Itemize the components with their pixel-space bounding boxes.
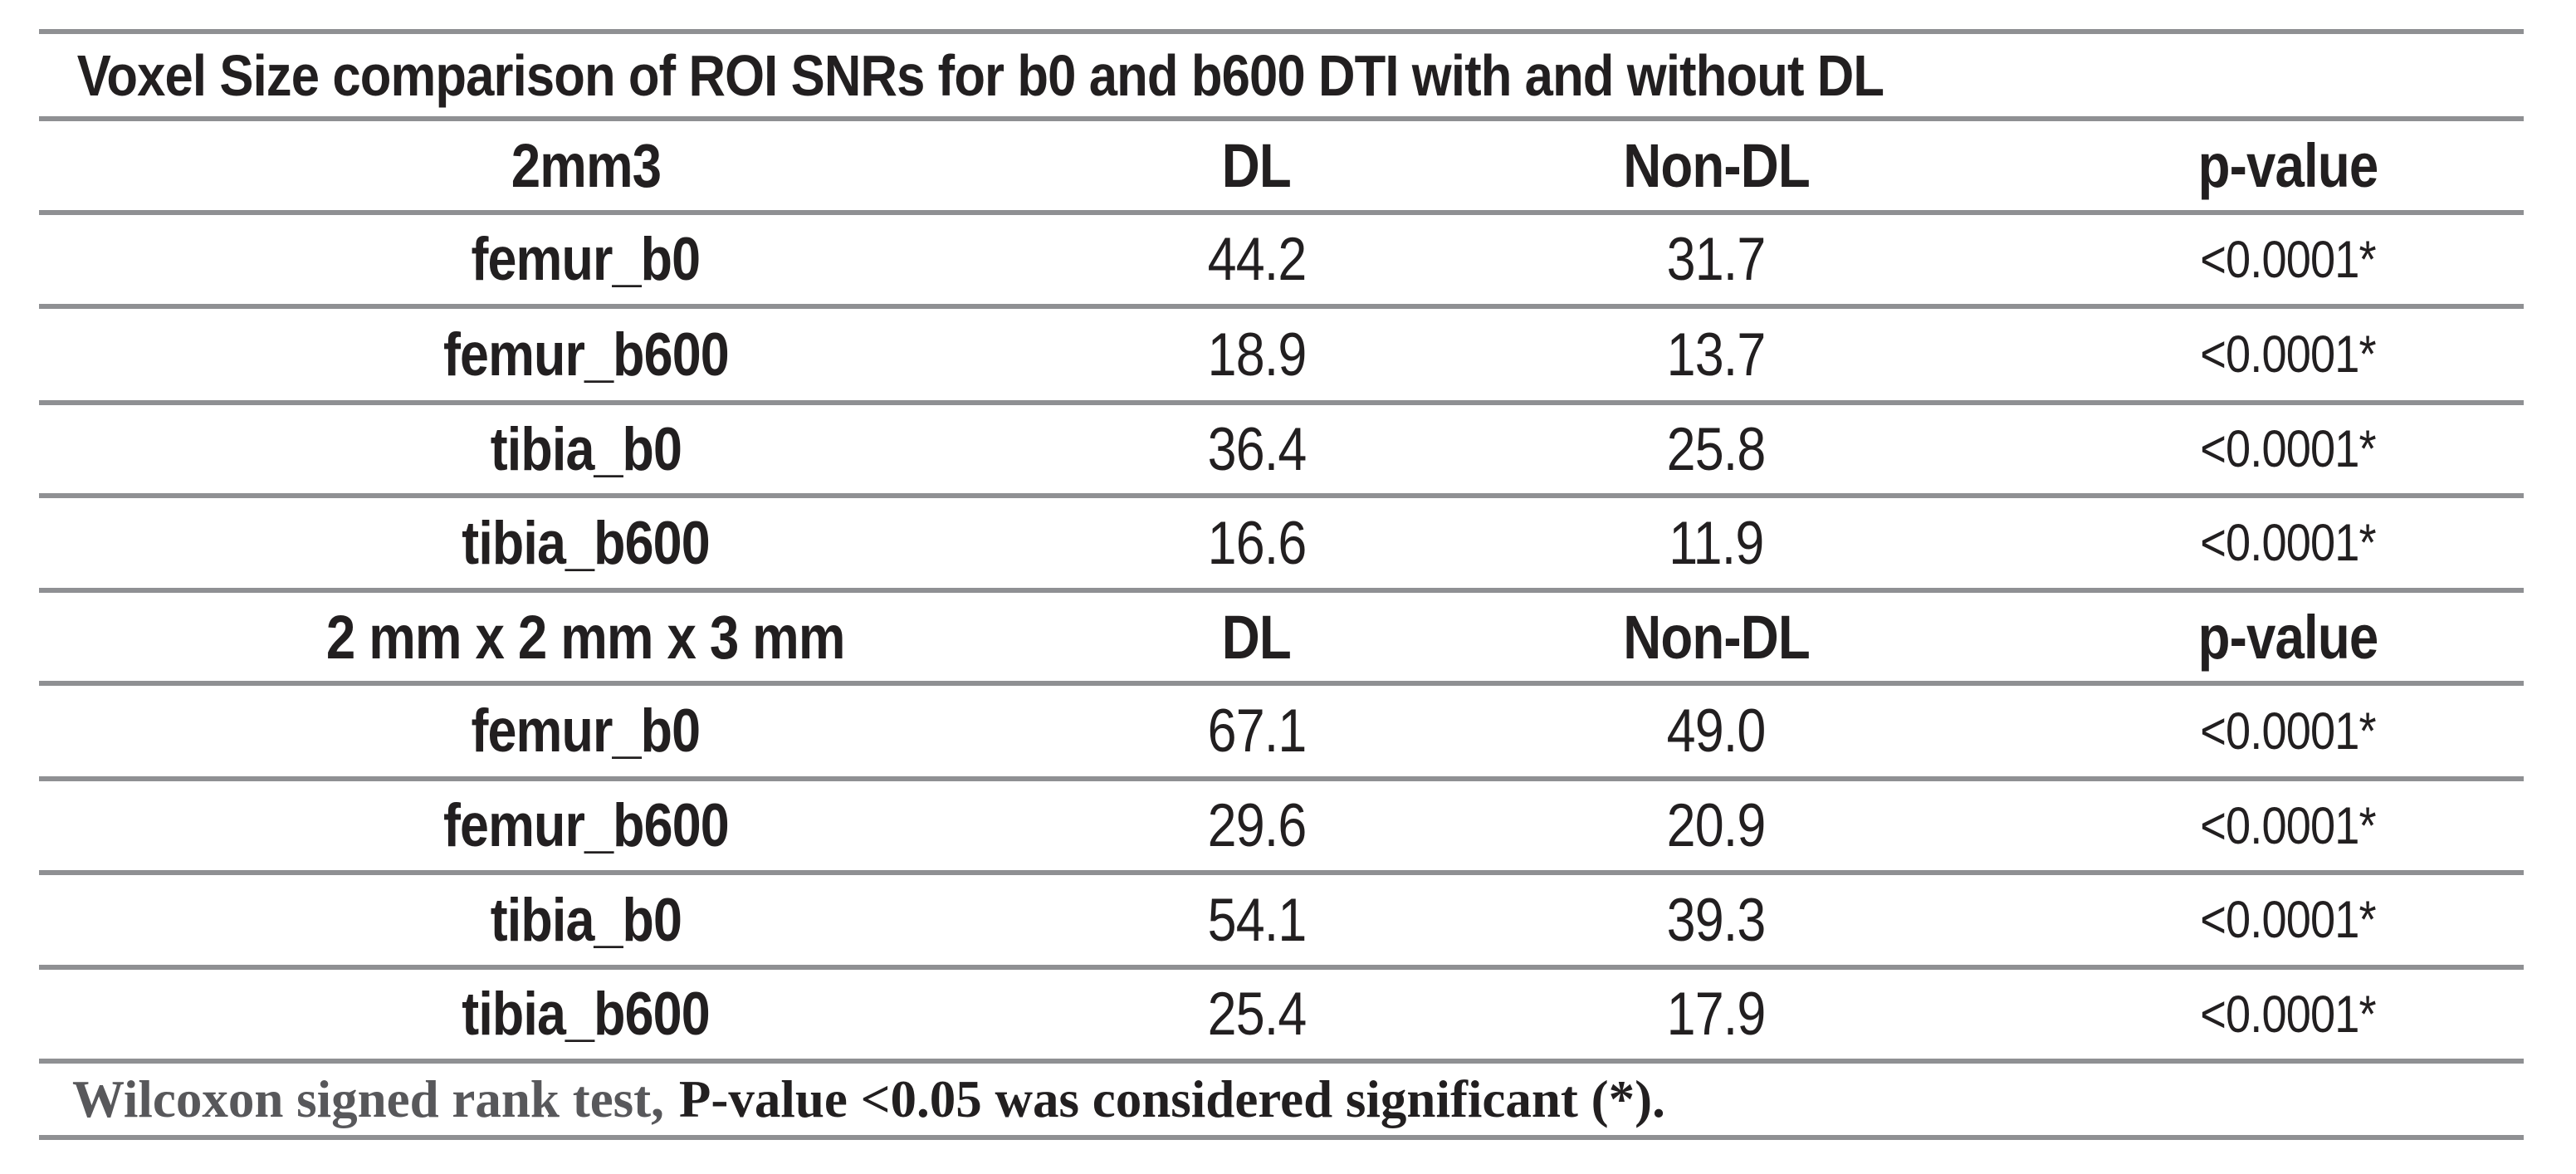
- cell-pvalue: <0.0001*: [2199, 230, 2376, 289]
- cell-pvalue: <0.0001*: [2199, 796, 2376, 855]
- row-label: tibia_b600: [462, 981, 710, 1048]
- cell-pvalue: <0.0001*: [2199, 420, 2376, 478]
- row-label: femur_b0: [471, 697, 701, 765]
- cell-nondl-value: 11.9: [1669, 509, 1764, 577]
- cell-dl-value: 44.2: [1207, 226, 1307, 293]
- cell-dl-value: 16.6: [1207, 509, 1307, 577]
- cell-nondl-value: 25.8: [1666, 415, 1767, 483]
- section2-size-header: 2 mm x 2 mm x 3 mm: [326, 602, 846, 672]
- cell-dl-value: 36.4: [1207, 415, 1307, 483]
- section1-nondl-header: Non-DL: [1622, 131, 1810, 200]
- cell-nondl-value: 31.7: [1666, 226, 1767, 293]
- section2-nondl-header: Non-DL: [1622, 602, 1810, 672]
- table-row: tibia_b0 36.4 25.8 <0.0001*: [39, 400, 2524, 493]
- cell-nondl-value: 39.3: [1666, 886, 1767, 954]
- table-row: femur_b0 67.1 49.0 <0.0001*: [39, 681, 2524, 776]
- section1-size-header: 2mm3: [511, 131, 661, 200]
- cell-nondl-value: 13.7: [1666, 320, 1767, 389]
- cell-pvalue: <0.0001*: [2199, 325, 2376, 384]
- cell-dl-value: 67.1: [1207, 697, 1307, 765]
- row-label: femur_b0: [471, 226, 701, 293]
- row-label: femur_b600: [442, 320, 730, 389]
- footnote-test-name: Wilcoxon signed rank test,: [72, 1069, 664, 1128]
- table-row: femur_b0 44.2 31.7 <0.0001*: [39, 210, 2524, 304]
- section1-header-row: 2mm3 DL Non-DL p-value: [39, 116, 2524, 210]
- section1-pvalue-header: p-value: [2197, 131, 2378, 200]
- table-title-row: Voxel Size comparison of ROI SNRs for b0…: [39, 29, 2524, 116]
- cell-nondl-value: 49.0: [1666, 697, 1767, 765]
- footnote-significance-note: P-value <0.05 was considered significant…: [678, 1069, 1665, 1128]
- cell-nondl-value: 17.9: [1666, 981, 1767, 1048]
- row-label: tibia_b0: [490, 886, 682, 954]
- table-row: tibia_b600 25.4 17.9 <0.0001*: [39, 965, 2524, 1059]
- cell-pvalue: <0.0001*: [2199, 985, 2376, 1044]
- table-row: femur_b600 18.9 13.7 <0.0001*: [39, 304, 2524, 400]
- cell-pvalue: <0.0001*: [2199, 514, 2376, 572]
- table-title: Voxel Size comparison of ROI SNRs for b0…: [76, 42, 1884, 108]
- row-label: tibia_b600: [462, 509, 710, 577]
- snr-comparison-table: Voxel Size comparison of ROI SNRs for b0…: [39, 29, 2524, 1140]
- cell-dl-value: 29.6: [1207, 792, 1307, 859]
- cell-dl-value: 54.1: [1207, 886, 1307, 954]
- section2-header-row: 2 mm x 2 mm x 3 mm DL Non-DL p-value: [39, 588, 2524, 681]
- section2-pvalue-header: p-value: [2197, 602, 2378, 672]
- section2-dl-header: DL: [1221, 602, 1292, 672]
- cell-pvalue: <0.0001*: [2199, 891, 2376, 949]
- cell-pvalue: <0.0001*: [2199, 702, 2376, 761]
- table-footnote-row: Wilcoxon signed rank test, P-value <0.05…: [39, 1059, 2524, 1135]
- table-row: tibia_b600 16.6 11.9 <0.0001*: [39, 493, 2524, 588]
- table-row: femur_b600 29.6 20.9 <0.0001*: [39, 776, 2524, 870]
- section1-dl-header: DL: [1221, 131, 1292, 200]
- cell-dl-value: 25.4: [1207, 981, 1307, 1048]
- cell-dl-value: 18.9: [1207, 320, 1307, 389]
- cell-nondl-value: 20.9: [1666, 792, 1767, 859]
- row-label: femur_b600: [442, 792, 730, 859]
- row-label: tibia_b0: [490, 415, 682, 483]
- table-row: tibia_b0 54.1 39.3 <0.0001*: [39, 870, 2524, 965]
